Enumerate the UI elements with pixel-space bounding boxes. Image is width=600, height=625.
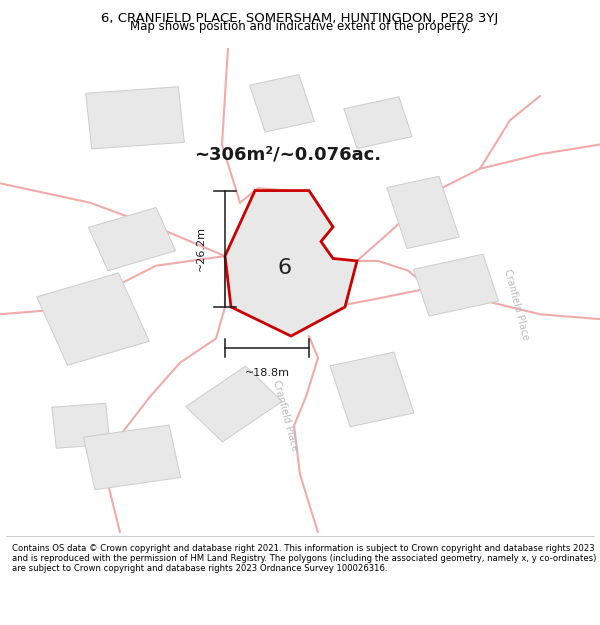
Polygon shape [232,244,332,311]
Polygon shape [86,87,184,149]
Text: 6: 6 [278,258,292,278]
Text: Cranfield Place: Cranfield Place [502,268,530,341]
Text: ~306m²/~0.076ac.: ~306m²/~0.076ac. [194,145,382,163]
Polygon shape [250,74,314,132]
Polygon shape [83,425,181,490]
Text: ~18.8m: ~18.8m [245,368,290,378]
Polygon shape [387,176,459,249]
Polygon shape [330,352,414,427]
Polygon shape [344,97,412,149]
Polygon shape [413,254,499,316]
Text: Cranfield Place: Cranfield Place [271,379,299,452]
Polygon shape [225,191,357,336]
Polygon shape [186,366,282,442]
Polygon shape [88,208,176,271]
Text: Map shows position and indicative extent of the property.: Map shows position and indicative extent… [130,20,470,33]
Text: 6, CRANFIELD PLACE, SOMERSHAM, HUNTINGDON, PE28 3YJ: 6, CRANFIELD PLACE, SOMERSHAM, HUNTINGDO… [101,12,499,25]
Text: Contains OS data © Crown copyright and database right 2021. This information is : Contains OS data © Crown copyright and d… [12,544,596,573]
Polygon shape [37,273,149,365]
Polygon shape [52,403,110,448]
Text: ~26.2m: ~26.2m [196,226,206,271]
